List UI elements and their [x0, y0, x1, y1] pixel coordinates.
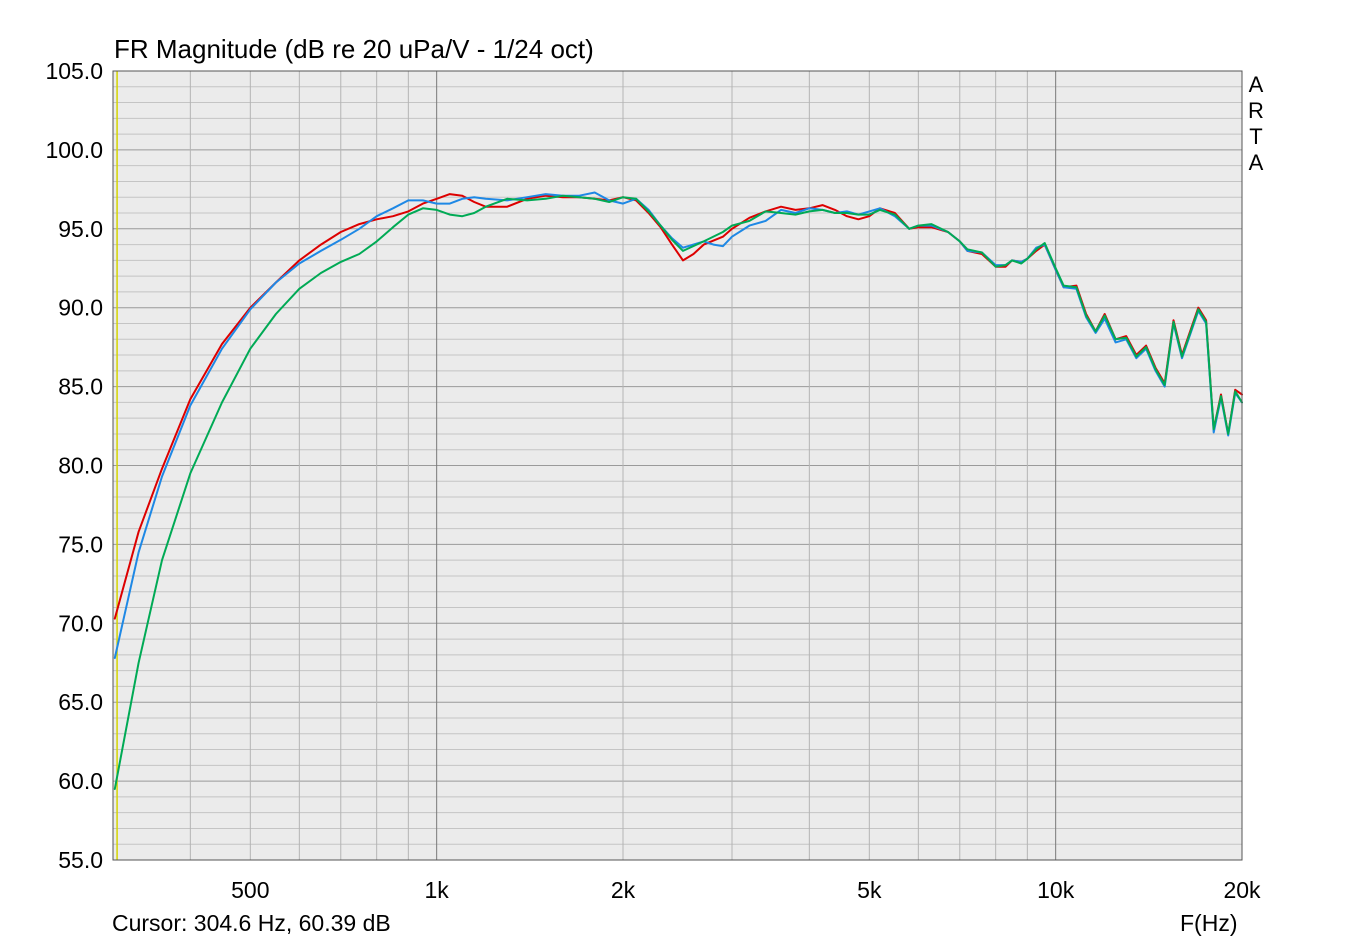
x-tick-label: 2k [611, 877, 636, 903]
y-tick-label: 105.0 [45, 58, 103, 84]
y-tick-label: 100.0 [45, 137, 103, 163]
chart-title: FR Magnitude (dB re 20 uPa/V - 1/24 oct) [114, 34, 594, 64]
series-line-2 [113, 191, 1243, 659]
x-tick-label: 5k [857, 877, 882, 903]
series-line-3 [113, 194, 1243, 790]
y-tick-label: 65.0 [58, 689, 103, 715]
y-tick-label: 90.0 [58, 295, 103, 321]
y-tick-label: 85.0 [58, 374, 103, 400]
y-tick-label: 60.0 [58, 768, 103, 794]
x-tick-label: 500 [231, 877, 269, 903]
x-tick-label: 1k [425, 877, 450, 903]
series-layer [113, 191, 1243, 790]
plot-frame [112, 70, 1243, 861]
x-tick-label: 10k [1037, 877, 1075, 903]
y-tick-label: 55.0 [58, 847, 103, 873]
watermark-letter: A [1248, 150, 1264, 175]
cursor-readout: Cursor: 304.6 Hz, 60.39 dB [112, 910, 391, 936]
watermark-letter: T [1249, 124, 1263, 149]
y-tick-label: 95.0 [58, 216, 103, 242]
watermark-letter: R [1248, 98, 1264, 123]
x-tick-label: 20k [1223, 877, 1261, 903]
y-axis-tick-labels: 55.0 60.0 65.0 70.0 75.0 80.0 85.0 90.0 95.0 100.… [45, 58, 103, 873]
watermark-letter: A [1248, 72, 1264, 97]
x-axis-tick-labels: 500 1k 2k 5k 10k 20k [231, 877, 1261, 903]
arta-watermark: A R T A [1246, 72, 1266, 176]
x-axis-label: F(Hz) [1180, 910, 1238, 936]
y-tick-label: 75.0 [58, 531, 103, 557]
y-tick-label: 70.0 [58, 610, 103, 636]
y-tick-label: 80.0 [58, 453, 103, 479]
